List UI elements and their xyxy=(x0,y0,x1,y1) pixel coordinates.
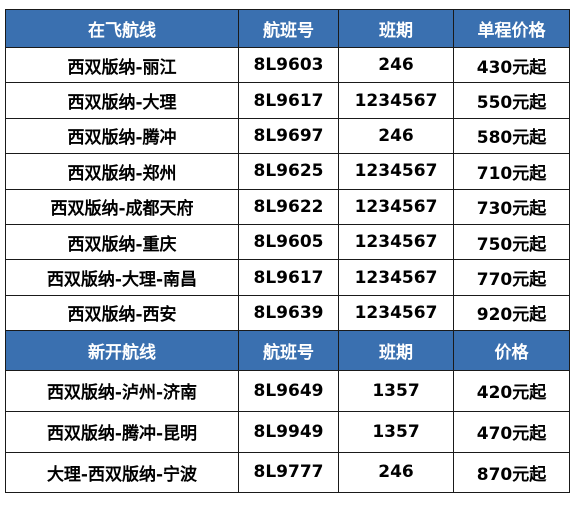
table-row: 西双版纳-郑州 8L9625 1234567 710元起 xyxy=(5,153,570,190)
flight-number-cell: 8L9617 xyxy=(238,82,339,119)
schedule-cell: 246 xyxy=(338,46,454,84)
price-cell: 550元起 xyxy=(453,82,570,119)
table-row: 西双版纳-大理 8L9617 1234567 550元起 xyxy=(5,82,570,119)
price-cell: 580元起 xyxy=(453,117,570,155)
table-row: 西双版纳-成都天府 8L9622 1234567 730元起 xyxy=(5,188,570,225)
section1-header-flight-number: 航班号 xyxy=(238,9,339,48)
route-cell: 西双版纳-大理 xyxy=(5,82,239,119)
price-cell: 770元起 xyxy=(453,259,570,296)
price-cell: 920元起 xyxy=(453,294,570,332)
section2-header-row: 新开航线 航班号 班期 价格 xyxy=(5,330,570,372)
section1-header-route: 在飞航线 xyxy=(5,9,239,48)
price-cell: 470元起 xyxy=(453,410,570,453)
flight-routes-table-container: 在飞航线 航班号 班期 单程价格 西双版纳-丽江 8L9603 246 430元起 西双版纳-大… xyxy=(5,9,570,494)
price-cell: 750元起 xyxy=(453,223,570,261)
flight-routes-table: 在飞航线 航班号 班期 单程价格 西双版纳-丽江 8L9603 246 430元起 西双版纳-大… xyxy=(5,9,570,494)
flight-number-cell: 8L9625 xyxy=(238,153,339,190)
route-cell: 大理-西双版纳-宁波 xyxy=(5,451,239,494)
schedule-cell: 1234567 xyxy=(338,82,454,119)
route-cell: 西双版纳-郑州 xyxy=(5,153,239,190)
flight-number-cell: 8L9649 xyxy=(238,370,339,412)
price-cell: 710元起 xyxy=(453,153,570,190)
route-cell: 西双版纳-大理-南昌 xyxy=(5,259,239,296)
flight-number-cell: 8L9617 xyxy=(238,259,339,296)
price-cell: 430元起 xyxy=(453,46,570,84)
schedule-cell: 1234567 xyxy=(338,223,454,261)
table-row: 西双版纳-泸州-济南 8L9649 1357 420元起 xyxy=(5,370,570,412)
schedule-cell: 1357 xyxy=(338,410,454,453)
route-cell: 西双版纳-腾冲 xyxy=(5,117,239,155)
table-row: 西双版纳-腾冲-昆明 8L9949 1357 470元起 xyxy=(5,410,570,453)
schedule-cell: 1234567 xyxy=(338,259,454,296)
route-cell: 西双版纳-丽江 xyxy=(5,46,239,84)
table-row: 西双版纳-西安 8L9639 1234567 920元起 xyxy=(5,294,570,332)
schedule-cell: 1234567 xyxy=(338,153,454,190)
table-row: 西双版纳-腾冲 8L9697 246 580元起 xyxy=(5,117,570,155)
flight-number-cell: 8L9777 xyxy=(238,451,339,494)
section1-header-schedule: 班期 xyxy=(338,9,454,48)
table-row: 大理-西双版纳-宁波 8L9777 246 870元起 xyxy=(5,451,570,494)
flight-number-cell: 8L9603 xyxy=(238,46,339,84)
flight-number-cell: 8L9622 xyxy=(238,188,339,225)
section2-header-route: 新开航线 xyxy=(5,330,239,372)
table-row: 西双版纳-大理-南昌 8L9617 1234567 770元起 xyxy=(5,259,570,296)
section2-header-schedule: 班期 xyxy=(338,330,454,372)
flight-number-cell: 8L9605 xyxy=(238,223,339,261)
route-cell: 西双版纳-泸州-济南 xyxy=(5,370,239,412)
route-cell: 西双版纳-成都天府 xyxy=(5,188,239,225)
section2-header-flight-number: 航班号 xyxy=(238,330,339,372)
table-row: 西双版纳-重庆 8L9605 1234567 750元起 xyxy=(5,223,570,261)
flight-number-cell: 8L9639 xyxy=(238,294,339,332)
schedule-cell: 1234567 xyxy=(338,294,454,332)
schedule-cell: 246 xyxy=(338,117,454,155)
table-row: 西双版纳-丽江 8L9603 246 430元起 xyxy=(5,46,570,84)
price-cell: 420元起 xyxy=(453,370,570,412)
section1-header-price: 单程价格 xyxy=(453,9,570,48)
schedule-cell: 1357 xyxy=(338,370,454,412)
flight-routes-table-body: 在飞航线 航班号 班期 单程价格 西双版纳-丽江 8L9603 246 430元起 西双版纳-大… xyxy=(5,9,570,494)
route-cell: 西双版纳-西安 xyxy=(5,294,239,332)
flight-number-cell: 8L9697 xyxy=(238,117,339,155)
section2-header-price: 价格 xyxy=(453,330,570,372)
flight-number-cell: 8L9949 xyxy=(238,410,339,453)
price-cell: 870元起 xyxy=(453,451,570,494)
schedule-cell: 1234567 xyxy=(338,188,454,225)
schedule-cell: 246 xyxy=(338,451,454,494)
route-cell: 西双版纳-腾冲-昆明 xyxy=(5,410,239,453)
price-cell: 730元起 xyxy=(453,188,570,225)
section1-header-row: 在飞航线 航班号 班期 单程价格 xyxy=(5,9,570,48)
route-cell: 西双版纳-重庆 xyxy=(5,223,239,261)
